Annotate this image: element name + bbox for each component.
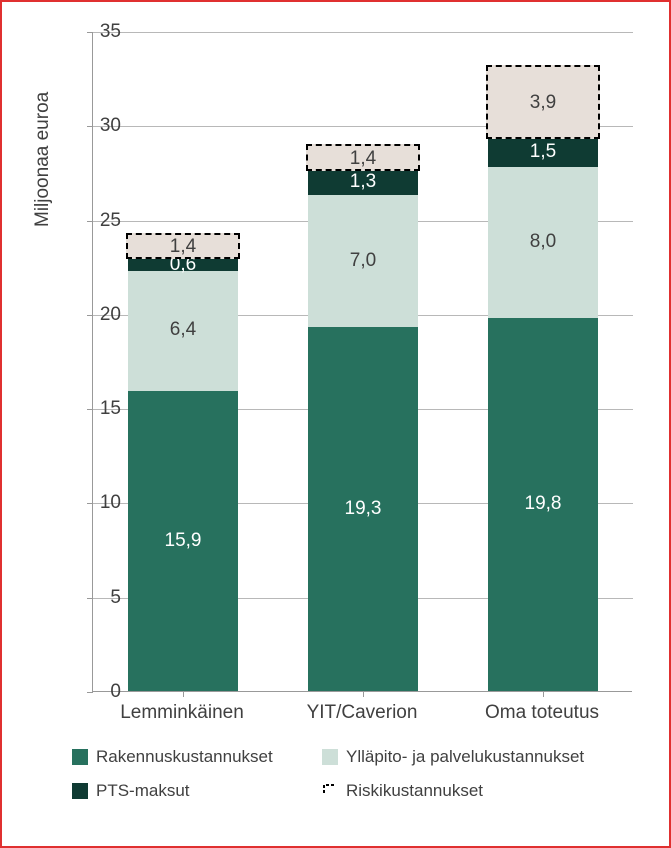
x-tick-mark xyxy=(183,691,184,697)
y-tick-mark xyxy=(87,409,93,410)
bar-segment-yllapito: 6,4 xyxy=(128,271,238,392)
bar-value-label: 6,4 xyxy=(128,319,238,341)
legend-label: PTS-maksut xyxy=(96,781,190,801)
bar-segment-riski: 1,4 xyxy=(306,144,420,170)
bar-segment-riski: 3,9 xyxy=(486,65,600,139)
y-tick-label: 20 xyxy=(100,304,121,326)
legend-label: Rakennuskustannukset xyxy=(96,747,273,767)
bar-value-label: 15,9 xyxy=(128,530,238,552)
y-tick-label: 10 xyxy=(100,492,121,514)
y-tick-label: 25 xyxy=(100,210,121,232)
bar-value-label: 1,4 xyxy=(128,236,238,258)
y-tick-label: 35 xyxy=(100,21,121,43)
legend-swatch-yllapito xyxy=(322,749,338,765)
legend-item-riski: Riskikustannukset xyxy=(322,781,483,801)
bar-segment-yllapito: 8,0 xyxy=(488,167,598,318)
y-tick-mark xyxy=(87,503,93,504)
legend-swatch-pts xyxy=(72,783,88,799)
bar-value-label: 8,0 xyxy=(488,231,598,253)
y-tick-mark xyxy=(87,692,93,693)
y-tick-mark xyxy=(87,598,93,599)
bar-value-label: 1,5 xyxy=(488,141,598,163)
x-tick-label: Oma toteutus xyxy=(485,702,599,724)
plot-region: 15,96,40,61,419,37,01,31,419,88,01,53,9 xyxy=(92,32,632,692)
y-tick-label: 5 xyxy=(110,587,121,609)
bar-segment-pts: 1,5 xyxy=(488,139,598,167)
legend-label: Riskikustannukset xyxy=(346,781,483,801)
legend-item-yllapito: Ylläpito- ja palvelukustannukset xyxy=(322,747,584,767)
legend-swatch-riski xyxy=(322,783,338,799)
y-tick-mark xyxy=(87,315,93,316)
legend-label: Ylläpito- ja palvelukustannukset xyxy=(346,747,584,767)
bar-value-label: 1,4 xyxy=(308,148,418,170)
bar-value-label: 19,8 xyxy=(488,493,598,515)
bar-segment-pts: 1,3 xyxy=(308,171,418,196)
x-tick-mark xyxy=(543,691,544,697)
bar-value-label: 1,3 xyxy=(308,171,418,193)
bar-value-label: 3,9 xyxy=(488,92,598,114)
bar-segment-riski: 1,4 xyxy=(126,233,240,259)
y-tick-mark xyxy=(87,221,93,222)
bar-value-label: 7,0 xyxy=(308,250,418,272)
bar-segment-rakennus: 19,8 xyxy=(488,318,598,691)
legend-item-rakennus: Rakennuskustannukset xyxy=(72,747,322,767)
bar-segment-pts: 0,6 xyxy=(128,259,238,270)
y-axis-title: Miljoonaa euroa xyxy=(32,92,54,227)
x-tick-label: Lemminkäinen xyxy=(120,702,244,724)
y-tick-mark xyxy=(87,32,93,33)
y-tick-label: 30 xyxy=(100,115,121,137)
legend-swatch-rakennus xyxy=(72,749,88,765)
y-tick-label: 0 xyxy=(110,681,121,703)
legend-row: PTS-maksut Riskikustannukset xyxy=(72,781,632,801)
y-tick-mark xyxy=(87,126,93,127)
x-tick-label: YIT/Caverion xyxy=(307,702,418,724)
legend-row: Rakennuskustannukset Ylläpito- ja palvel… xyxy=(72,747,632,767)
y-tick-label: 15 xyxy=(100,398,121,420)
bar-segment-yllapito: 7,0 xyxy=(308,195,418,327)
legend: Rakennuskustannukset Ylläpito- ja palvel… xyxy=(72,747,632,815)
bar-segment-rakennus: 15,9 xyxy=(128,391,238,691)
bar-value-label: 19,3 xyxy=(308,498,418,520)
bar-segment-rakennus: 19,3 xyxy=(308,327,418,691)
gridline xyxy=(93,32,633,33)
chart-plot-area: 15,96,40,61,419,37,01,31,419,88,01,53,9 xyxy=(92,32,632,692)
x-tick-mark xyxy=(363,691,364,697)
legend-item-pts: PTS-maksut xyxy=(72,781,322,801)
chart-frame: Miljoonaa euroa 15,96,40,61,419,37,01,31… xyxy=(0,0,671,848)
